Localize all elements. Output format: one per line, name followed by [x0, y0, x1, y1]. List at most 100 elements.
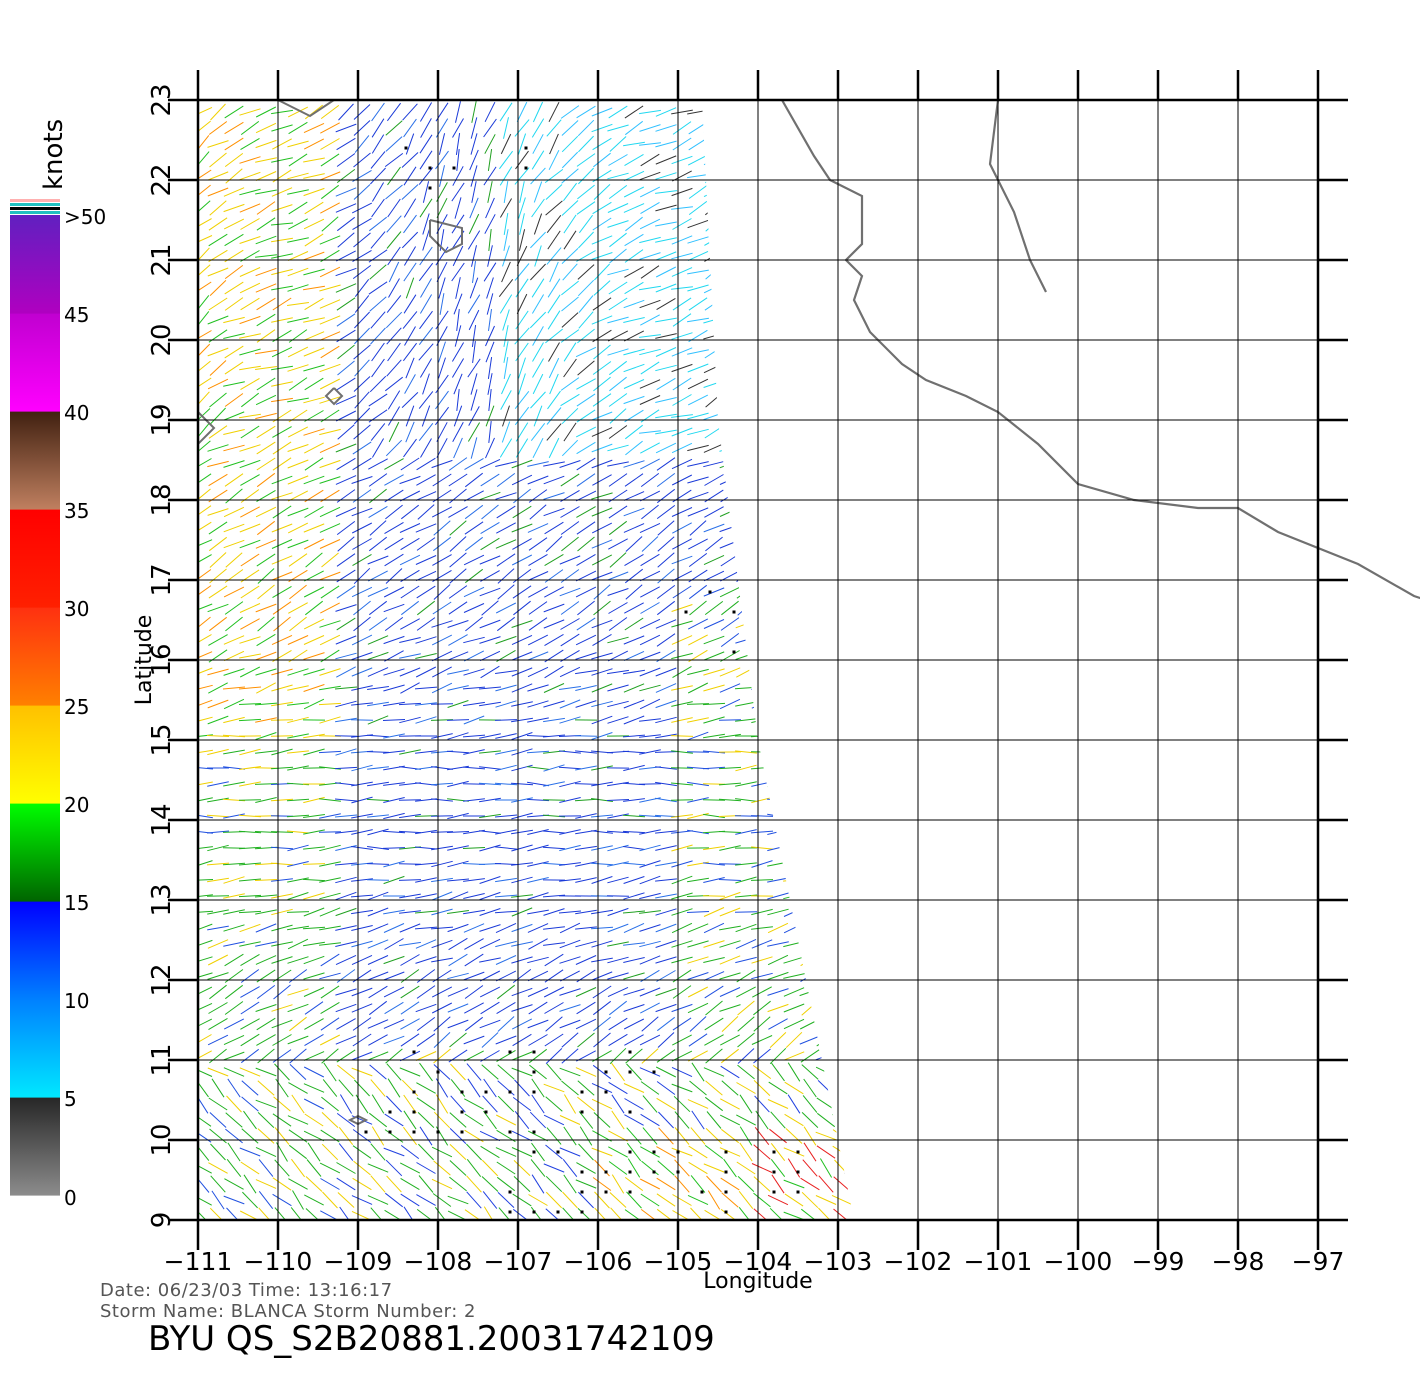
- wind-vector: [798, 878, 822, 882]
- wind-vector: [671, 458, 693, 470]
- wind-vector: [453, 405, 463, 427]
- wind-vector: [840, 373, 844, 395]
- wind-vector: [816, 1145, 836, 1159]
- wind-vector: [335, 410, 357, 422]
- wind-vector: [335, 283, 357, 293]
- wind-vector: [544, 633, 564, 647]
- wind-vector: [227, 1142, 241, 1162]
- wind-vector: [575, 877, 597, 883]
- wind-vector: [655, 893, 677, 899]
- wind-vector: [497, 1064, 515, 1080]
- wind-vector: [543, 1163, 565, 1173]
- wind-vector: [720, 1065, 740, 1079]
- wind-vector: [386, 102, 402, 122]
- wind-vector: [367, 715, 389, 725]
- wind-vector: [271, 941, 293, 947]
- wind-vector: [224, 393, 244, 407]
- wind-vector: [270, 846, 294, 850]
- wind-vector: [591, 1147, 613, 1157]
- wind-vector: [527, 766, 549, 770]
- wind-vector: [464, 1016, 484, 1032]
- wind-vector: [706, 1175, 722, 1193]
- wind-vector: [831, 973, 853, 979]
- wind-vector: [367, 766, 389, 770]
- wind-vector: [304, 442, 324, 454]
- wind-vector: [271, 1019, 293, 1029]
- wind-vector: [270, 222, 294, 226]
- rain-flag-dot: [628, 1110, 632, 1114]
- wind-vector: [783, 812, 805, 820]
- wind-vector: [545, 1048, 563, 1064]
- wind-vector: [768, 505, 788, 519]
- wind-vector: [639, 522, 661, 534]
- wind-vector: [805, 181, 815, 203]
- wind-vector: [671, 940, 693, 948]
- wind-vector: [753, 151, 771, 169]
- wind-vector: [735, 938, 757, 950]
- wind-vector: [207, 844, 229, 852]
- wind-vector: [799, 602, 821, 614]
- wind-vector: [335, 652, 357, 660]
- wind-vector: [464, 1098, 484, 1110]
- colorbar-band-10-15: [10, 901, 60, 1000]
- wind-vector: [784, 537, 804, 551]
- wind-vector: [319, 428, 341, 436]
- wind-vector: [511, 941, 533, 947]
- wind-vector: [783, 1147, 805, 1157]
- wind-vector: [511, 683, 533, 693]
- wind-vector: [319, 459, 341, 469]
- wind-vector: [575, 685, 597, 691]
- wind-vector: [320, 122, 340, 134]
- wind-vector: [640, 1002, 660, 1014]
- wind-vector: [718, 766, 742, 770]
- wind-vector: [753, 1016, 771, 1032]
- wind-vector: [223, 187, 245, 197]
- wind-vector: [399, 716, 421, 724]
- wind-vector: [223, 893, 245, 899]
- wind-vector: [736, 377, 756, 391]
- wind-vector: [767, 844, 789, 852]
- wind-vector: [787, 1158, 801, 1178]
- wind-vector: [351, 586, 373, 598]
- wind-vector: [527, 717, 549, 723]
- wind-vector: [400, 682, 420, 694]
- wind-vector: [607, 876, 629, 884]
- wind-vector: [575, 634, 597, 646]
- wind-vector: [495, 635, 517, 645]
- wind-vector: [655, 683, 677, 693]
- wind-vector: [719, 523, 741, 533]
- wind-vector: [769, 1128, 787, 1144]
- wind-vector: [398, 830, 422, 834]
- wind-vector: [735, 636, 757, 644]
- wind-vector: [467, 358, 481, 378]
- wind-vector: [575, 955, 597, 965]
- wind-vector: [560, 601, 580, 615]
- wind-vector: [456, 149, 460, 171]
- wind-vector: [503, 117, 509, 139]
- wind-vector: [479, 458, 501, 470]
- wind-vector: [798, 750, 822, 754]
- wind-vector: [503, 325, 509, 347]
- wind-vector: [720, 1209, 740, 1220]
- wind-vector: [416, 600, 436, 616]
- wind-vector: [319, 942, 341, 946]
- wind-vector: [207, 508, 229, 516]
- wind-vector: [687, 173, 709, 179]
- wind-vector: [737, 360, 755, 376]
- wind-vector: [805, 293, 815, 315]
- wind-vector: [671, 922, 693, 934]
- wind-vector: [527, 1130, 549, 1142]
- wind-vector: [255, 1179, 277, 1189]
- wind-vector: [518, 197, 526, 219]
- wind-vector: [705, 1000, 723, 1016]
- wind-vector: [431, 1002, 453, 1014]
- wind-vector: [672, 394, 692, 406]
- wind-vector: [486, 277, 494, 299]
- wind-vector: [303, 618, 325, 630]
- wind-vector: [821, 277, 831, 299]
- wind-vector: [271, 285, 293, 291]
- wind-vector: [576, 1050, 596, 1062]
- wind-vector: [436, 422, 448, 442]
- date-time-line: Date: 06/23/03 Time: 13:16:17: [100, 1280, 393, 1301]
- wind-vector: [705, 216, 723, 232]
